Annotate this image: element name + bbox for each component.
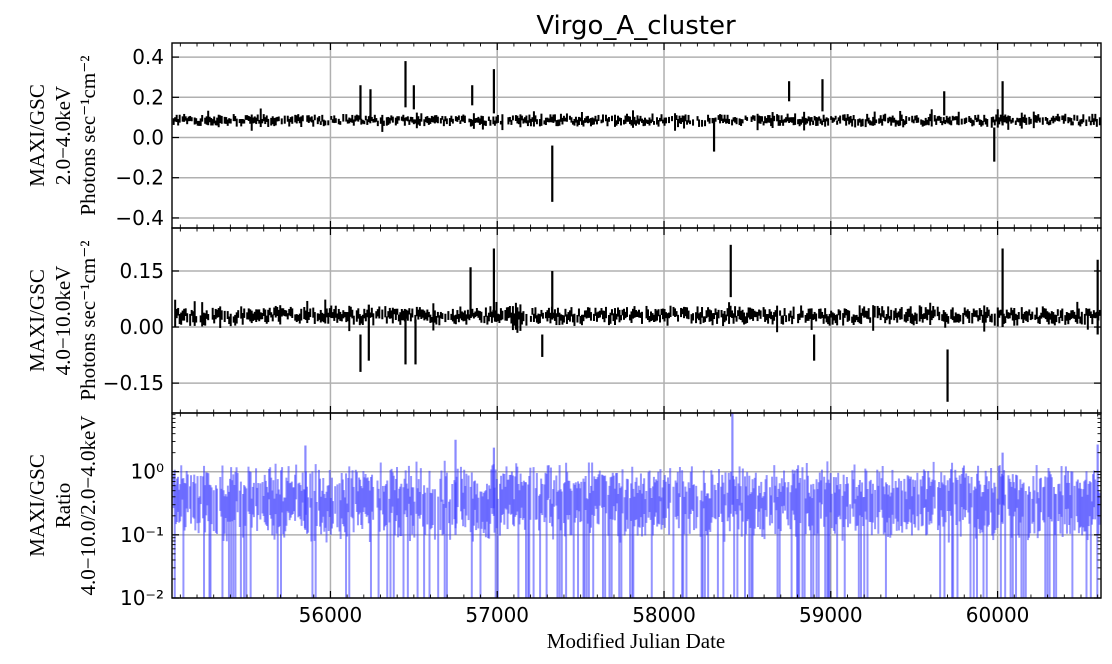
y-tick-label: −0.4	[115, 206, 164, 230]
y-axis-label: MAXI/GSC	[25, 269, 49, 372]
y-axis-label: Ratio	[51, 483, 75, 529]
data-series	[172, 413, 1101, 598]
y-axis-label: MAXI/GSC	[25, 454, 49, 557]
y-axis-label: Photons sec⁻¹cm⁻²	[76, 240, 100, 400]
plot-frame	[171, 42, 1102, 229]
y-axis-label: 4.0−10.0keV	[51, 266, 75, 376]
x-tick-label: 56000	[299, 603, 363, 627]
y-tick-label: 0.00	[119, 315, 164, 339]
y-tick-label: 0.4	[132, 45, 164, 69]
y-tick-label: 10⁻²	[120, 586, 164, 610]
data-series	[172, 61, 1101, 202]
y-tick-label: 0.2	[132, 85, 164, 109]
y-axis-label: 2.0−4.0keV	[51, 86, 75, 185]
x-tick-label: 60000	[966, 603, 1030, 627]
x-tick-label: 57000	[465, 603, 529, 627]
y-axis-label: MAXI/GSC	[25, 84, 49, 187]
y-axis-label: 4.0−10.0/2.0−4.0keV	[76, 415, 100, 595]
y-axis-label: Photons sec⁻¹cm⁻²	[76, 55, 100, 215]
plot-frame	[171, 412, 1102, 599]
y-tick-label: 10⁰	[131, 460, 164, 484]
y-tick-label: 0.15	[119, 259, 164, 283]
x-tick-label: 58000	[632, 603, 696, 627]
y-tick-label: −0.2	[115, 166, 164, 190]
y-tick-label: 10⁻¹	[120, 523, 164, 547]
x-axis-label: Modified Julian Date	[547, 629, 725, 653]
y-tick-label: 0.0	[132, 126, 164, 150]
y-tick-label: −0.15	[103, 371, 164, 395]
top-panel: 0.4 0.2 0.0 −0.2 −0.4 MAXI/GSC 2.0−4.0keV Photo…	[25, 42, 1102, 230]
data-series	[174, 244, 1101, 402]
chart-title: Virgo_A_cluster	[536, 11, 736, 41]
middle-panel: 0.15 0.00 −0.15 MAXI/GSC 4.0−10.0keV Photons …	[25, 227, 1102, 414]
plot-frame	[171, 227, 1102, 414]
x-tick-label: 59000	[799, 603, 863, 627]
bottom-panel: 10⁰ 10⁻¹ 10⁻² MAXI/GSC Ratio 4.0−10.0/2.0−4.0…	[25, 412, 1102, 627]
